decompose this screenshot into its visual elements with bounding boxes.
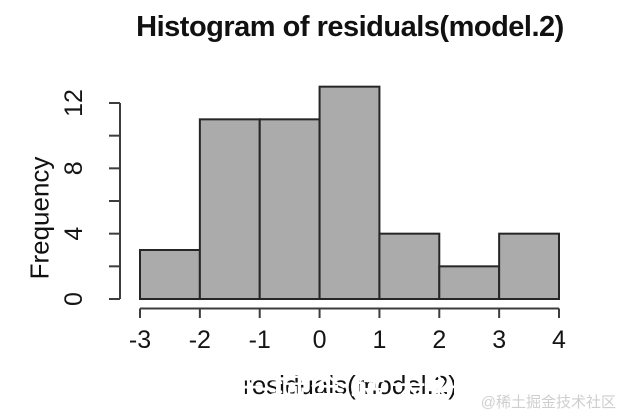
histogram-bar <box>318 85 381 300</box>
histogram-bar <box>139 249 201 300</box>
y-tick-label: 0 <box>60 292 88 306</box>
corner-watermark: @稀土掘金技术社区 <box>480 394 616 411</box>
x-tick-label: -2 <box>189 326 211 354</box>
x-tick-label: -1 <box>249 326 271 354</box>
y-tick-label: 8 <box>60 161 88 175</box>
x-tick-label: 1 <box>372 326 386 354</box>
histogram-bar <box>438 265 501 301</box>
x-tick-label: 2 <box>432 326 446 354</box>
x-axis-label: residuals(model.2) <box>243 370 457 400</box>
histogram-bar <box>498 232 560 301</box>
histogram-bar <box>258 118 321 301</box>
histogram-bar <box>198 118 261 301</box>
y-tick-label: 4 <box>60 227 88 241</box>
x-tick-label: -3 <box>129 326 151 354</box>
x-tick-label: 0 <box>313 326 327 354</box>
x-tick-label: 4 <box>552 326 566 354</box>
histogram-bar <box>378 232 441 301</box>
x-tick-label: 3 <box>492 326 506 354</box>
y-tick-label: 12 <box>60 89 88 117</box>
chart-title: Histogram of residuals(model.2) <box>136 11 564 43</box>
